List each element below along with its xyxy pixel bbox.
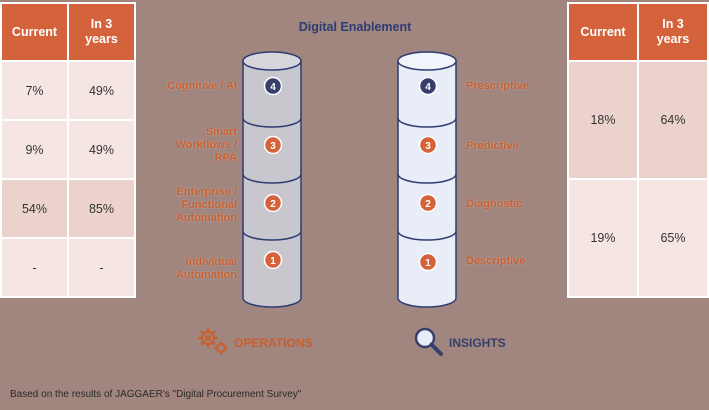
insights-cylinder [397,51,457,308]
level-number: 1 [425,258,431,269]
insights-level-1-label: Descriptive [466,255,526,267]
operations-cylinder [242,51,302,308]
gears-icon [198,328,228,355]
cell-in-3-years: 64% [637,60,709,180]
level-number: 2 [270,199,276,210]
cell-current: 9% [0,119,69,180]
insights-level-2-badge: 2 [418,193,438,213]
magnifier-icon [414,327,443,356]
level-number: 4 [270,82,276,93]
cell-current: 19% [567,178,639,298]
insights-level-4-badge: 4 [418,76,438,96]
operations-label: OPERATIONS [234,336,313,350]
operations-level-2-label: Enterprise / Functional Automation [175,186,237,224]
level-number: 2 [425,199,431,210]
table-row: 19% 65% [567,178,709,298]
insights-level-3-label: Predictive [466,140,519,152]
cell-in-3-years: 85% [67,178,136,239]
level-number: 3 [270,141,276,152]
insights-label: INSIGHTS [449,336,506,350]
insights-level-3-badge: 3 [418,135,438,155]
table-row: - - [0,237,136,298]
operations-level-2-badge: 2 [263,193,283,213]
header-current: Current [567,2,639,62]
header-in-3-years: In 3 years [67,2,136,62]
cell-in-3-years: - [67,237,136,298]
operations-level-4-label: Cognitive / AI [167,80,237,92]
operations-level-1-label: Individual Automation [175,256,237,281]
cell-current: 54% [0,178,69,239]
cell-current: 18% [567,60,639,180]
level-number: 1 [270,256,276,267]
diagram-title: Digital Enablement [298,20,412,34]
table-row: 9% 49% [0,119,136,180]
header-current: Current [0,2,69,62]
insights-level-4-label: Prescriptive [466,80,529,92]
table-row: 18% 64% [567,60,709,180]
level-number: 4 [425,82,431,93]
operations-level-3-label: Smart Workflows / RPA [175,126,237,164]
insights-level-2-label: Diagnostic [466,198,523,210]
cell-current: - [0,237,69,298]
cell-in-3-years: 65% [637,178,709,298]
table-row: 54% 85% [0,178,136,239]
header-in-3-years: In 3 years [637,2,709,62]
insights-adoption-table: Current In 3 years 18% 64% 19% 65% [567,2,709,298]
insights-level-1-badge: 1 [418,252,438,272]
source-footnote: Based on the results of JAGGAER's "Digit… [10,389,302,400]
cell-in-3-years: 49% [67,119,136,180]
operations-level-3-badge: 3 [263,135,283,155]
table-row: 7% 49% [0,60,136,121]
operations-adoption-table: Current In 3 years 7% 49% 9% 49% 54% 85%… [0,2,136,298]
operations-level-1-badge: 1 [263,250,283,270]
level-number: 3 [425,141,431,152]
cell-in-3-years: 49% [67,60,136,121]
cell-current: 7% [0,60,69,121]
operations-level-4-badge: 4 [263,76,283,96]
